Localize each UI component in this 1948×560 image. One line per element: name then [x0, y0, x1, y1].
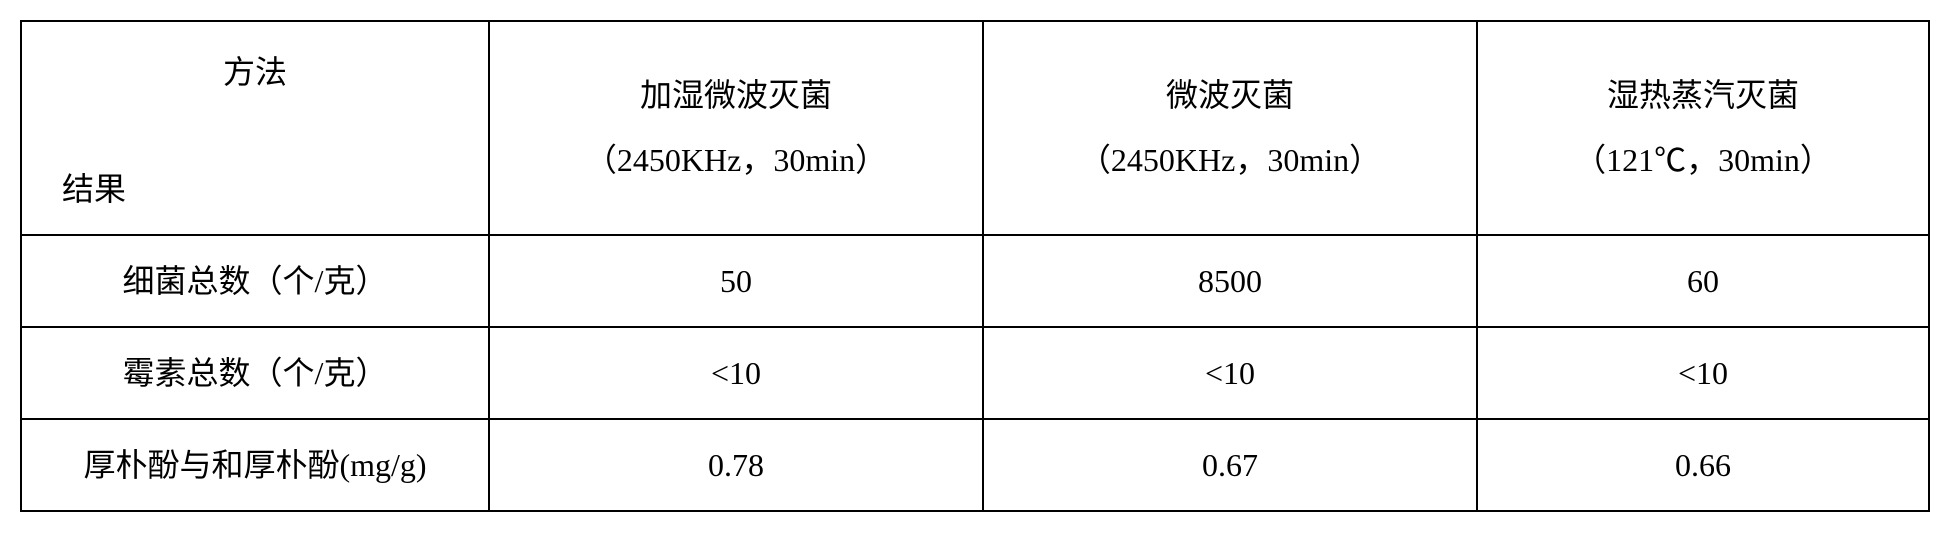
- col-header-3: 湿热蒸汽灭菌 （121℃，30min）: [1477, 21, 1929, 235]
- table-row: 厚朴酚与和厚朴酚(mg/g) 0.78 0.67 0.66: [21, 419, 1929, 511]
- row-2-label: 霉素总数（个/克）: [21, 327, 489, 419]
- col-header-2: 微波灭菌 （2450KHz，30min）: [983, 21, 1477, 235]
- row-1-val-2: 8500: [983, 235, 1477, 327]
- col-header-1: 加湿微波灭菌 （2450KHz，30min）: [489, 21, 983, 235]
- row-3-val-2: 0.67: [983, 419, 1477, 511]
- col-header-1-title: 加湿微波灭菌: [500, 73, 972, 118]
- row-2-val-1: <10: [489, 327, 983, 419]
- col-header-2-params: （2450KHz，30min）: [994, 138, 1466, 183]
- row-1-label: 细菌总数（个/克）: [21, 235, 489, 327]
- table-header-row: 方法 结果 加湿微波灭菌 （2450KHz，30min） 微波灭菌 （2450K…: [21, 21, 1929, 235]
- col-header-3-title: 湿热蒸汽灭菌: [1488, 73, 1918, 118]
- row-3-val-3: 0.66: [1477, 419, 1929, 511]
- row-2-val-2: <10: [983, 327, 1477, 419]
- header-corner-cell: 方法 结果: [21, 21, 489, 235]
- col-header-3-params: （121℃，30min）: [1488, 138, 1918, 183]
- comparison-table: 方法 结果 加湿微波灭菌 （2450KHz，30min） 微波灭菌 （2450K…: [20, 20, 1930, 512]
- header-result-label: 结果: [62, 167, 126, 212]
- table-row: 霉素总数（个/克） <10 <10 <10: [21, 327, 1929, 419]
- row-1-val-3: 60: [1477, 235, 1929, 327]
- col-header-1-params: （2450KHz，30min）: [500, 138, 972, 183]
- row-1-val-1: 50: [489, 235, 983, 327]
- row-3-label: 厚朴酚与和厚朴酚(mg/g): [21, 419, 489, 511]
- row-2-val-3: <10: [1477, 327, 1929, 419]
- table-row: 细菌总数（个/克） 50 8500 60: [21, 235, 1929, 327]
- header-method-label: 方法: [223, 50, 287, 95]
- row-3-val-1: 0.78: [489, 419, 983, 511]
- col-header-2-title: 微波灭菌: [994, 73, 1466, 118]
